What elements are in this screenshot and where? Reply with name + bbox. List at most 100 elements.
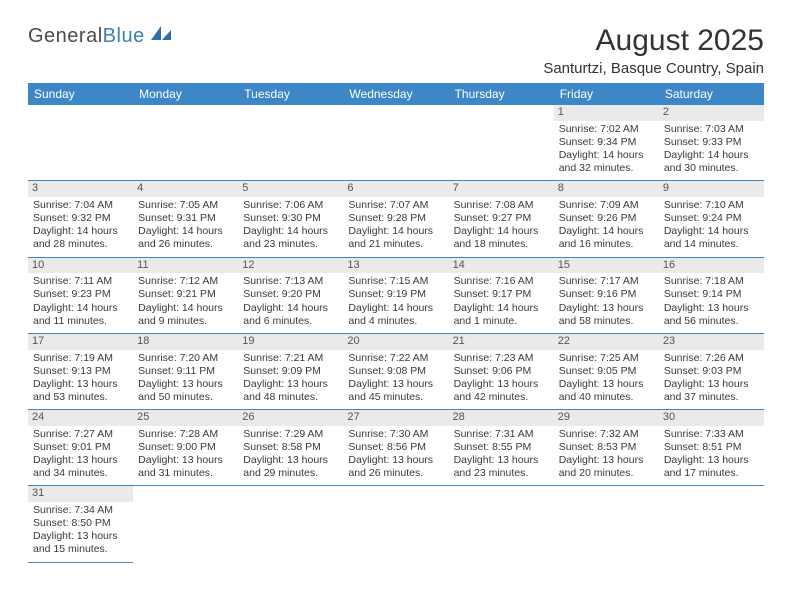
sunrise-line: Sunrise: 7:18 AM bbox=[664, 275, 759, 288]
day-number: 20 bbox=[343, 334, 448, 350]
day-number: 25 bbox=[133, 410, 238, 426]
daylight-line: Daylight: 13 hours and 56 minutes. bbox=[664, 302, 759, 328]
day-cell: 28Sunrise: 7:31 AMSunset: 8:55 PMDayligh… bbox=[449, 410, 554, 486]
day-number: 22 bbox=[554, 334, 659, 350]
sunset-line: Sunset: 9:24 PM bbox=[664, 212, 759, 225]
daylight-line: Daylight: 13 hours and 37 minutes. bbox=[664, 378, 759, 404]
day-cell: 19Sunrise: 7:21 AMSunset: 9:09 PMDayligh… bbox=[238, 333, 343, 409]
sunrise-line: Sunrise: 7:33 AM bbox=[664, 428, 759, 441]
sunrise-line: Sunrise: 7:19 AM bbox=[33, 352, 128, 365]
sunrise-line: Sunrise: 7:03 AM bbox=[664, 123, 759, 136]
daylight-line: Daylight: 13 hours and 23 minutes. bbox=[454, 454, 549, 480]
daylight-line: Daylight: 14 hours and 21 minutes. bbox=[348, 225, 443, 251]
day-number: 1 bbox=[554, 105, 659, 121]
day-cell: 25Sunrise: 7:28 AMSunset: 9:00 PMDayligh… bbox=[133, 410, 238, 486]
sunset-line: Sunset: 9:16 PM bbox=[559, 288, 654, 301]
daylight-line: Daylight: 13 hours and 34 minutes. bbox=[33, 454, 128, 480]
empty-cell bbox=[343, 105, 448, 181]
calendar-table: Sunday Monday Tuesday Wednesday Thursday… bbox=[28, 83, 764, 563]
sunrise-line: Sunrise: 7:12 AM bbox=[138, 275, 233, 288]
day-number: 12 bbox=[238, 258, 343, 274]
day-number: 4 bbox=[133, 181, 238, 197]
daylight-line: Daylight: 14 hours and 14 minutes. bbox=[664, 225, 759, 251]
sunrise-line: Sunrise: 7:04 AM bbox=[33, 199, 128, 212]
day-cell: 23Sunrise: 7:26 AMSunset: 9:03 PMDayligh… bbox=[659, 333, 764, 409]
sunset-line: Sunset: 9:11 PM bbox=[138, 365, 233, 378]
day-cell: 12Sunrise: 7:13 AMSunset: 9:20 PMDayligh… bbox=[238, 257, 343, 333]
sunrise-line: Sunrise: 7:28 AM bbox=[138, 428, 233, 441]
sunset-line: Sunset: 9:34 PM bbox=[559, 136, 654, 149]
daylight-line: Daylight: 13 hours and 48 minutes. bbox=[243, 378, 338, 404]
day-cell: 24Sunrise: 7:27 AMSunset: 9:01 PMDayligh… bbox=[28, 410, 133, 486]
day-cell: 9Sunrise: 7:10 AMSunset: 9:24 PMDaylight… bbox=[659, 181, 764, 257]
day-number: 5 bbox=[238, 181, 343, 197]
sunrise-line: Sunrise: 7:15 AM bbox=[348, 275, 443, 288]
day-number: 13 bbox=[343, 258, 448, 274]
daylight-line: Daylight: 13 hours and 17 minutes. bbox=[664, 454, 759, 480]
day-cell: 22Sunrise: 7:25 AMSunset: 9:05 PMDayligh… bbox=[554, 333, 659, 409]
day-number: 19 bbox=[238, 334, 343, 350]
weekday-header: Saturday bbox=[659, 83, 764, 105]
day-cell: 5Sunrise: 7:06 AMSunset: 9:30 PMDaylight… bbox=[238, 181, 343, 257]
day-cell: 26Sunrise: 7:29 AMSunset: 8:58 PMDayligh… bbox=[238, 410, 343, 486]
sunrise-line: Sunrise: 7:09 AM bbox=[559, 199, 654, 212]
daylight-line: Daylight: 14 hours and 9 minutes. bbox=[138, 302, 233, 328]
weekday-header-row: Sunday Monday Tuesday Wednesday Thursday… bbox=[28, 83, 764, 105]
day-cell: 20Sunrise: 7:22 AMSunset: 9:08 PMDayligh… bbox=[343, 333, 448, 409]
day-number: 30 bbox=[659, 410, 764, 426]
day-cell: 7Sunrise: 7:08 AMSunset: 9:27 PMDaylight… bbox=[449, 181, 554, 257]
sunset-line: Sunset: 8:56 PM bbox=[348, 441, 443, 454]
daylight-line: Daylight: 13 hours and 50 minutes. bbox=[138, 378, 233, 404]
sunrise-line: Sunrise: 7:17 AM bbox=[559, 275, 654, 288]
sunset-line: Sunset: 9:26 PM bbox=[559, 212, 654, 225]
empty-cell bbox=[133, 105, 238, 181]
daylight-line: Daylight: 13 hours and 58 minutes. bbox=[559, 302, 654, 328]
calendar-row: 3Sunrise: 7:04 AMSunset: 9:32 PMDaylight… bbox=[28, 181, 764, 257]
day-cell: 30Sunrise: 7:33 AMSunset: 8:51 PMDayligh… bbox=[659, 410, 764, 486]
sunset-line: Sunset: 9:30 PM bbox=[243, 212, 338, 225]
sunrise-line: Sunrise: 7:26 AM bbox=[664, 352, 759, 365]
weekday-header: Tuesday bbox=[238, 83, 343, 105]
day-cell: 29Sunrise: 7:32 AMSunset: 8:53 PMDayligh… bbox=[554, 410, 659, 486]
sunrise-line: Sunrise: 7:31 AM bbox=[454, 428, 549, 441]
sunrise-line: Sunrise: 7:11 AM bbox=[33, 275, 128, 288]
day-number: 31 bbox=[28, 486, 133, 502]
empty-cell bbox=[28, 105, 133, 181]
daylight-line: Daylight: 13 hours and 15 minutes. bbox=[33, 530, 128, 556]
sunrise-line: Sunrise: 7:20 AM bbox=[138, 352, 233, 365]
sunset-line: Sunset: 9:06 PM bbox=[454, 365, 549, 378]
sunrise-line: Sunrise: 7:30 AM bbox=[348, 428, 443, 441]
day-number: 23 bbox=[659, 334, 764, 350]
day-number: 8 bbox=[554, 181, 659, 197]
sunrise-line: Sunrise: 7:27 AM bbox=[33, 428, 128, 441]
sunrise-line: Sunrise: 7:32 AM bbox=[559, 428, 654, 441]
weekday-header: Sunday bbox=[28, 83, 133, 105]
empty-cell bbox=[554, 486, 659, 562]
daylight-line: Daylight: 14 hours and 11 minutes. bbox=[33, 302, 128, 328]
sunset-line: Sunset: 8:58 PM bbox=[243, 441, 338, 454]
sunset-line: Sunset: 9:21 PM bbox=[138, 288, 233, 301]
day-cell: 31Sunrise: 7:34 AMSunset: 8:50 PMDayligh… bbox=[28, 486, 133, 562]
weekday-header: Monday bbox=[133, 83, 238, 105]
day-number: 10 bbox=[28, 258, 133, 274]
day-number: 11 bbox=[133, 258, 238, 274]
sunrise-line: Sunrise: 7:05 AM bbox=[138, 199, 233, 212]
day-number: 16 bbox=[659, 258, 764, 274]
day-number: 18 bbox=[133, 334, 238, 350]
daylight-line: Daylight: 14 hours and 26 minutes. bbox=[138, 225, 233, 251]
day-cell: 27Sunrise: 7:30 AMSunset: 8:56 PMDayligh… bbox=[343, 410, 448, 486]
day-number: 7 bbox=[449, 181, 554, 197]
sunrise-line: Sunrise: 7:25 AM bbox=[559, 352, 654, 365]
daylight-line: Daylight: 14 hours and 1 minute. bbox=[454, 302, 549, 328]
sunset-line: Sunset: 9:28 PM bbox=[348, 212, 443, 225]
day-number: 15 bbox=[554, 258, 659, 274]
sunrise-line: Sunrise: 7:22 AM bbox=[348, 352, 443, 365]
daylight-line: Daylight: 14 hours and 32 minutes. bbox=[559, 149, 654, 175]
day-number: 24 bbox=[28, 410, 133, 426]
day-number: 2 bbox=[659, 105, 764, 121]
day-cell: 8Sunrise: 7:09 AMSunset: 9:26 PMDaylight… bbox=[554, 181, 659, 257]
day-cell: 13Sunrise: 7:15 AMSunset: 9:19 PMDayligh… bbox=[343, 257, 448, 333]
day-number: 3 bbox=[28, 181, 133, 197]
sunrise-line: Sunrise: 7:02 AM bbox=[559, 123, 654, 136]
daylight-line: Daylight: 14 hours and 28 minutes. bbox=[33, 225, 128, 251]
